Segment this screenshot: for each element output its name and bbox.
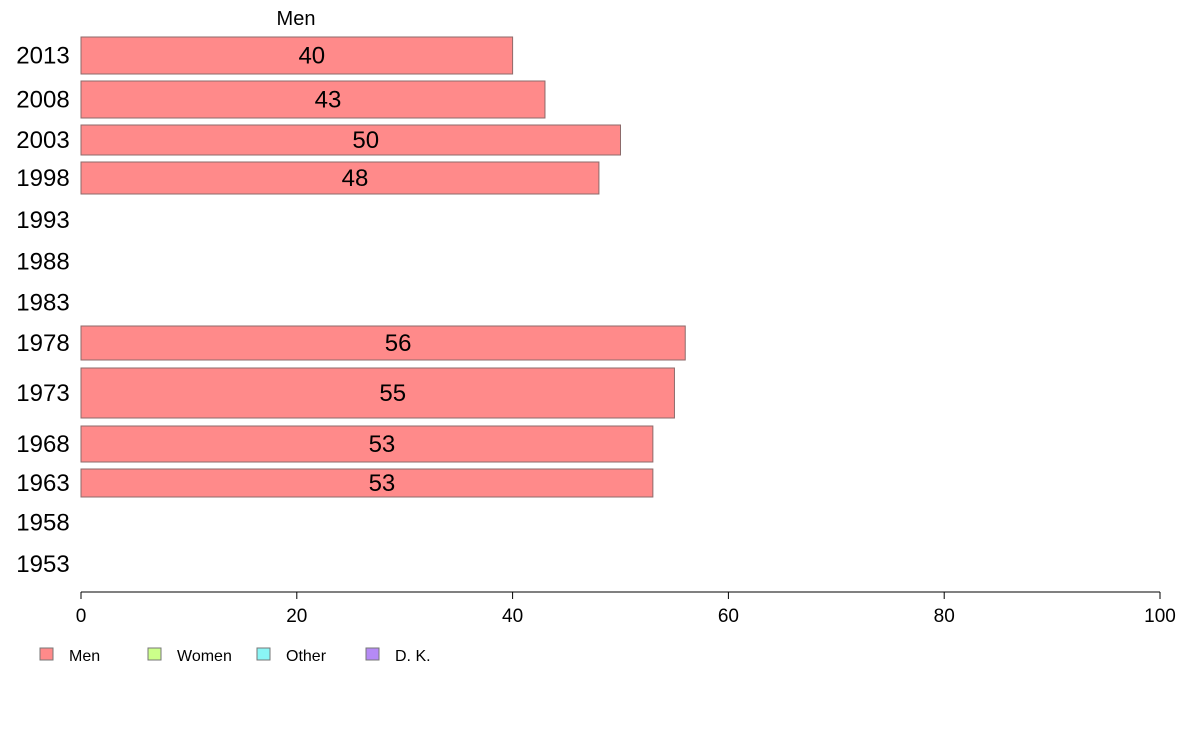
x-tick-label: 40	[502, 606, 523, 627]
x-tick-label: 20	[286, 606, 307, 627]
year-label: 1968	[16, 431, 69, 458]
legend-swatch-men	[39, 647, 54, 661]
bar-value-label: 53	[369, 470, 396, 497]
bar-value-label: 50	[352, 127, 379, 154]
year-label: 1988	[16, 249, 69, 276]
bar-1978	[80, 325, 686, 361]
legend-swatch-d-k-	[365, 647, 380, 661]
year-label: 1953	[16, 551, 69, 578]
year-labels: 2013 2008 2003 1998 1993 1988 1983 1978 1973 1968…	[16, 43, 69, 579]
legend: Men Women Other D. K.	[39, 647, 431, 665]
bar-value-label: 43	[315, 87, 342, 114]
bar-1968	[80, 425, 654, 463]
legend-label: Other	[286, 648, 327, 665]
x-tick-label: 60	[718, 606, 739, 627]
year-label: 2013	[16, 43, 69, 70]
year-label: 2008	[16, 87, 69, 114]
bar-1973	[80, 367, 675, 419]
bar-1998	[80, 161, 600, 195]
bar-value-label: 56	[385, 330, 412, 357]
x-tick-label: 80	[934, 606, 955, 627]
bar-1963	[80, 468, 654, 498]
bar-2013	[80, 36, 514, 75]
bar-2008	[80, 80, 546, 119]
legend-label: D. K.	[395, 648, 431, 665]
year-label: 1963	[16, 470, 69, 497]
year-label: 1983	[16, 290, 69, 317]
bar-value-label: 40	[298, 43, 325, 70]
bar-2003	[80, 124, 621, 156]
year-label: 1998	[16, 165, 69, 192]
x-tick-label: 0	[76, 606, 87, 627]
x-axis: 0 20 40 60 80 100	[76, 591, 1176, 627]
year-label: 2003	[16, 127, 69, 154]
series-title: Men	[277, 8, 316, 30]
year-label: 1958	[16, 510, 69, 537]
bars-layer: 40 43 50 48 56 55 53 53	[80, 36, 686, 498]
bar-value-label: 48	[342, 165, 369, 192]
legend-label: Women	[177, 648, 232, 665]
year-label: 1978	[16, 330, 69, 357]
x-tick-label: 100	[1144, 606, 1176, 627]
legend-swatch-other	[256, 647, 271, 661]
legend-label: Men	[69, 648, 100, 665]
legend-swatch-women	[147, 647, 162, 661]
bar-value-label: 55	[379, 380, 406, 407]
bar-value-label: 53	[369, 431, 396, 458]
year-label: 1973	[16, 380, 69, 407]
year-label: 1993	[16, 207, 69, 234]
